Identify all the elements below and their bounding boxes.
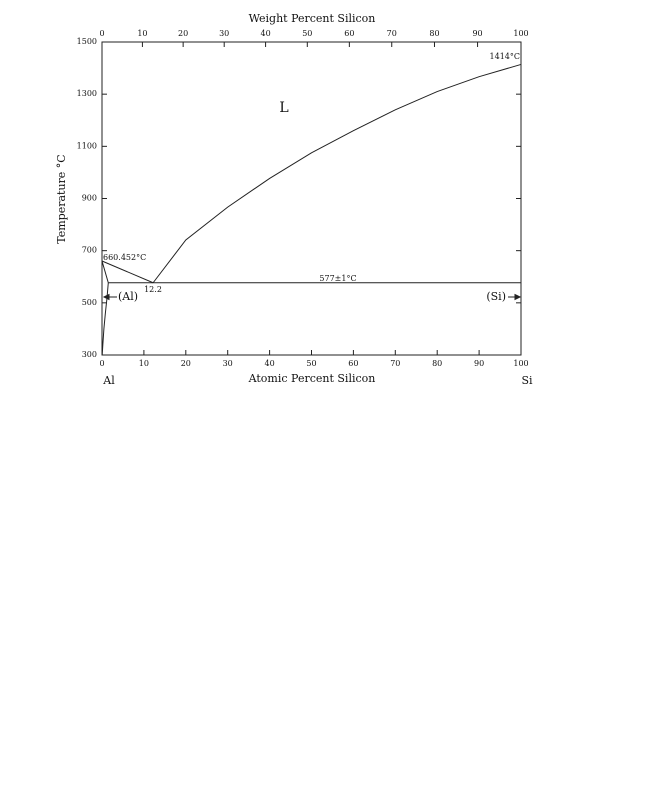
x2-tick-label: 50	[302, 29, 312, 38]
x-tick-label: 100	[513, 359, 528, 368]
x2-tick-label: 70	[387, 29, 397, 38]
annotation: (Al)	[118, 290, 138, 303]
x2-tick-label: 20	[178, 29, 188, 38]
x2-tick-label: 0	[99, 29, 104, 38]
arrow-head	[514, 293, 522, 301]
y-tick-label: 300	[82, 350, 97, 359]
x-tick-label: 20	[181, 359, 191, 368]
component-label: Al	[102, 374, 115, 387]
x2-tick-label: 30	[219, 29, 229, 38]
annotation: L	[279, 100, 288, 116]
x-tick-label: 0	[99, 359, 104, 368]
x-tick-label: 40	[265, 359, 275, 368]
y-axis-title: Temperature °C	[55, 154, 68, 243]
top-axis-title: Weight Percent Silicon	[249, 12, 376, 25]
phase-boundary	[101, 260, 109, 283]
x-tick-label: 10	[139, 359, 149, 368]
x-tick-label: 60	[348, 359, 358, 368]
y-tick-label: 700	[82, 246, 97, 255]
annotation: 660.452°C	[103, 253, 146, 262]
phase-boundary	[101, 260, 154, 284]
y-tick-label: 900	[82, 194, 97, 203]
y-tick-label: 500	[82, 298, 97, 307]
y-tick-label: 1300	[77, 89, 97, 98]
y-tick-label: 1100	[77, 141, 97, 150]
annotation: (Si)	[486, 290, 506, 303]
annotation: 12.2	[144, 285, 162, 294]
x2-tick-label: 80	[429, 29, 439, 38]
x-tick-label: 80	[432, 359, 442, 368]
x-tick-label: 30	[223, 359, 233, 368]
annotation: 1414°C	[490, 52, 520, 61]
x2-tick-label: 100	[513, 29, 528, 38]
phase-boundary	[101, 282, 109, 356]
x2-tick-label: 60	[344, 29, 354, 38]
phase-boundary	[152, 63, 522, 284]
x2-tick-label: 10	[137, 29, 147, 38]
x2-tick-label: 40	[260, 29, 270, 38]
x-axis-title: Atomic Percent Silicon	[248, 372, 376, 385]
component-label: Si	[521, 374, 533, 387]
x-tick-label: 50	[306, 359, 316, 368]
annotation: 577±1°C	[319, 274, 356, 283]
x-tick-label: 90	[474, 359, 484, 368]
x-tick-label: 70	[390, 359, 400, 368]
y-tick-label: 1500	[77, 37, 97, 46]
x2-tick-label: 90	[472, 29, 482, 38]
